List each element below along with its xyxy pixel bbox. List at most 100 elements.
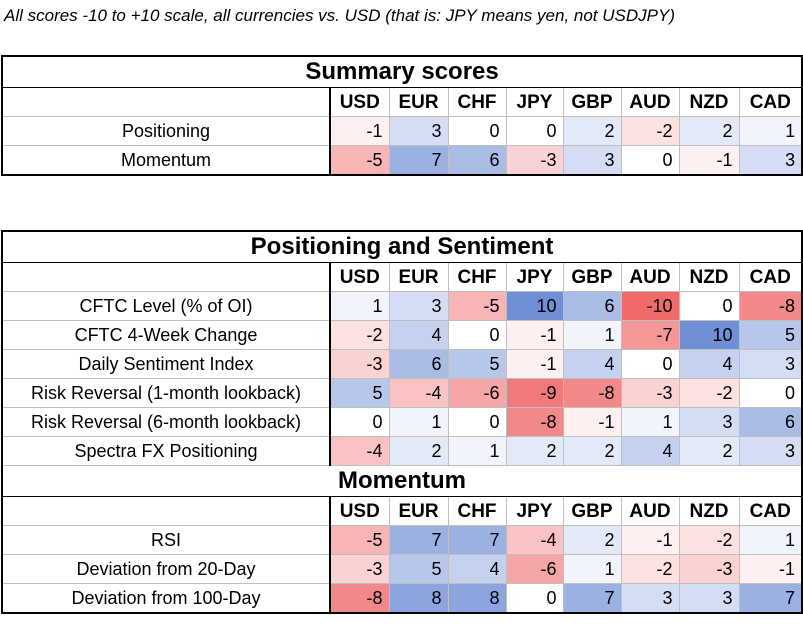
score-cell-usd: -4 <box>329 436 390 466</box>
score-cell-chf: 6 <box>447 145 507 176</box>
score-cell-gbp: 6 <box>562 291 622 321</box>
score-cell-jpy: -4 <box>505 525 564 555</box>
table-row: CFTC 4-Week Change -2 4 0 -1 1 -7 10 5 <box>1 320 803 350</box>
score-cell-gbp: -8 <box>562 378 622 408</box>
score-cell-jpy: 0 <box>505 116 564 146</box>
header-blank-cell <box>1 262 331 292</box>
score-cell-usd: -3 <box>329 554 390 584</box>
score-cell-jpy: -8 <box>505 407 564 437</box>
score-cell-cad: -1 <box>738 554 803 584</box>
score-cell-cad: 3 <box>738 436 803 466</box>
currency-header-gbp: GBP <box>562 262 622 292</box>
score-cell-nzd: 2 <box>678 116 740 146</box>
table-row: Deviation from 100-Day -8 8 8 0 7 3 3 7 <box>1 583 803 614</box>
currency-header-cad: CAD <box>738 87 803 117</box>
currency-header-gbp: GBP <box>562 87 622 117</box>
score-cell-gbp: 2 <box>562 436 622 466</box>
currency-header-jpy: JPY <box>505 87 564 117</box>
row-label: RSI <box>1 525 331 555</box>
summary-scores-table: Summary scores USD EUR CHF JPY GBP AUD NZD CAD Po… <box>0 55 803 176</box>
score-cell-aud: 0 <box>620 349 680 379</box>
currency-header-eur: EUR <box>388 496 449 526</box>
score-cell-eur: 5 <box>388 554 449 584</box>
currency-header-eur: EUR <box>388 87 449 117</box>
score-cell-gbp: 1 <box>562 320 622 350</box>
score-cell-jpy: -1 <box>505 320 564 350</box>
score-cell-eur: 2 <box>388 436 449 466</box>
header-blank-cell <box>1 496 331 526</box>
score-cell-cad: 1 <box>738 116 803 146</box>
currency-header-chf: CHF <box>447 262 507 292</box>
score-cell-jpy: 0 <box>505 583 564 614</box>
score-cell-cad: 6 <box>738 407 803 437</box>
row-label: CFTC Level (% of OI) <box>1 291 331 321</box>
score-cell-aud: 4 <box>620 436 680 466</box>
scale-caption: All scores -10 to +10 scale, all currenc… <box>4 6 675 25</box>
score-cell-nzd: 0 <box>678 291 740 321</box>
score-cell-nzd: 4 <box>678 349 740 379</box>
score-cell-gbp: 7 <box>562 583 622 614</box>
row-label: CFTC 4-Week Change <box>1 320 331 350</box>
table-row: Momentum -5 7 6 -3 3 0 -1 3 <box>1 145 803 176</box>
currency-header-nzd: NZD <box>678 87 740 117</box>
row-label: Deviation from 20-Day <box>1 554 331 584</box>
score-cell-nzd: 10 <box>678 320 740 350</box>
score-cell-usd: -2 <box>329 320 390 350</box>
score-cell-usd: 1 <box>329 291 390 321</box>
score-cell-jpy: -3 <box>505 145 564 176</box>
table-row: Risk Reversal (6-month lookback) 0 1 0 -8 -1 1… <box>1 407 803 437</box>
score-cell-eur: 4 <box>388 320 449 350</box>
currency-header-usd: USD <box>329 496 390 526</box>
score-cell-chf: 1 <box>447 436 507 466</box>
score-cell-aud: 1 <box>620 407 680 437</box>
score-cell-gbp: 4 <box>562 349 622 379</box>
score-cell-usd: -5 <box>329 145 390 176</box>
score-cell-usd: 0 <box>329 407 390 437</box>
score-cell-nzd: -2 <box>678 378 740 408</box>
score-cell-chf: 0 <box>447 320 507 350</box>
score-cell-usd: -3 <box>329 349 390 379</box>
summary-scores-title: Summary scores <box>0 55 803 88</box>
positioning-sentiment-title: Positioning and Sentiment <box>0 230 803 263</box>
currency-header-row: USD EUR CHF JPY GBP AUD NZD CAD <box>1 87 803 117</box>
score-cell-aud: -2 <box>620 116 680 146</box>
score-cell-cad: 1 <box>738 525 803 555</box>
currency-header-usd: USD <box>329 87 390 117</box>
score-cell-nzd: -3 <box>678 554 740 584</box>
score-cell-cad: 7 <box>738 583 803 614</box>
score-cell-chf: 7 <box>447 525 507 555</box>
score-cell-nzd: 3 <box>678 583 740 614</box>
score-cell-usd: 5 <box>329 378 390 408</box>
table-row: Daily Sentiment Index -3 6 5 -1 4 0 4 3 <box>1 349 803 379</box>
row-label: Risk Reversal (1-month lookback) <box>1 378 331 408</box>
score-cell-jpy: 2 <box>505 436 564 466</box>
score-cell-cad: 5 <box>738 320 803 350</box>
table-row: Deviation from 20-Day -3 5 4 -6 1 -2 -3 -1 <box>1 554 803 584</box>
momentum-title: Momentum <box>0 465 803 497</box>
score-cell-nzd: 3 <box>678 407 740 437</box>
score-cell-cad: 3 <box>738 145 803 176</box>
score-cell-aud: -10 <box>620 291 680 321</box>
row-label: Spectra FX Positioning <box>1 436 331 466</box>
score-cell-nzd: -2 <box>678 525 740 555</box>
score-cell-gbp: 3 <box>562 145 622 176</box>
row-label: Risk Reversal (6-month lookback) <box>1 407 331 437</box>
score-cell-gbp: -1 <box>562 407 622 437</box>
currency-header-chf: CHF <box>447 87 507 117</box>
score-cell-aud: 3 <box>620 583 680 614</box>
score-cell-jpy: 10 <box>505 291 564 321</box>
score-cell-jpy: -1 <box>505 349 564 379</box>
currency-header-eur: EUR <box>388 262 449 292</box>
score-cell-cad: -8 <box>738 291 803 321</box>
score-cell-usd: -1 <box>329 116 390 146</box>
currency-header-chf: CHF <box>447 496 507 526</box>
score-cell-jpy: -6 <box>505 554 564 584</box>
row-label: Momentum <box>1 145 331 176</box>
score-cell-eur: 7 <box>388 145 449 176</box>
score-cell-eur: 6 <box>388 349 449 379</box>
currency-header-cad: CAD <box>738 262 803 292</box>
row-label: Positioning <box>1 116 331 146</box>
score-cell-chf: 0 <box>447 407 507 437</box>
score-cell-eur: 8 <box>388 583 449 614</box>
currency-header-jpy: JPY <box>505 496 564 526</box>
